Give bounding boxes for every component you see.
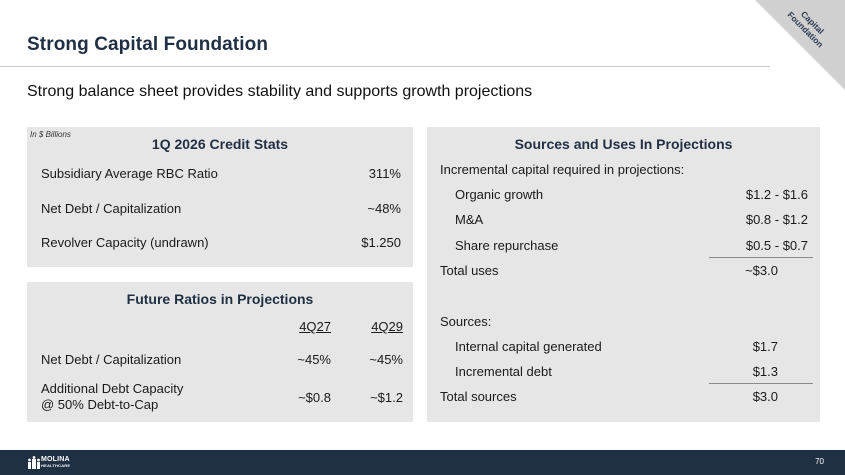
credit-stats-panel: In $ Billions 1Q 2026 Credit Stats Subsi…: [27, 127, 413, 267]
row-value: ~$1.2: [370, 390, 403, 405]
column-header: 4Q29: [371, 319, 403, 334]
row-value: $1.3: [752, 364, 778, 379]
row-label: Revolver Capacity (undrawn): [41, 235, 209, 250]
future-ratios-panel: Future Ratios in Projections 4Q27 4Q29 N…: [27, 282, 413, 422]
logo-icon: [28, 456, 40, 469]
uses-header: Incremental capital required in projecti…: [440, 162, 685, 177]
footer-bar: MOLINA HEALTHCARE 70: [0, 450, 845, 475]
row-value: $3.0: [752, 389, 778, 404]
row-value: ~48%: [367, 201, 401, 216]
column-header: 4Q27: [299, 319, 331, 334]
row-value: $1.7: [752, 339, 778, 354]
row-label: Organic growth: [455, 187, 544, 202]
total-divider: [709, 383, 813, 384]
total-divider: [709, 257, 813, 258]
row-label: @ 50% Debt-to-Cap: [41, 397, 159, 412]
sources-header: Sources:: [440, 314, 492, 329]
page-number: 70: [815, 457, 824, 466]
sources-uses-title: Sources and Uses In Projections: [514, 136, 733, 152]
table-row: Additional Debt Capacity @ 50% Debt-to-C…: [27, 381, 413, 415]
row-label: Additional Debt Capacity: [41, 381, 184, 396]
row-value: $0.8 - $1.2: [745, 212, 808, 227]
credit-stats-title: 1Q 2026 Credit Stats: [151, 136, 289, 152]
row-label: Share repurchase: [455, 238, 559, 253]
row-label: Net Debt / Capitalization: [41, 352, 182, 367]
row-value: ~$0.8: [298, 390, 331, 405]
row-value: ~$3.0: [745, 263, 778, 278]
row-value: 311%: [368, 166, 401, 181]
row-value: $1.2 - $1.6: [745, 187, 808, 202]
sources-uses-panel: Sources and Uses In Projections Incremen…: [427, 127, 820, 422]
logo-wordmark: MOLINA HEALTHCARE: [41, 456, 71, 468]
future-ratios-title: Future Ratios in Projections: [126, 291, 314, 307]
row-label: Net Debt / Capitalization: [41, 201, 182, 216]
row-value: ~45%: [369, 352, 403, 367]
row-label: Total uses: [440, 263, 499, 278]
units-note: In $ Billions: [30, 130, 71, 139]
row-value: $1.250: [361, 235, 401, 250]
page-title: Strong Capital Foundation: [27, 34, 269, 55]
title-divider: [0, 66, 770, 67]
row-label: Total sources: [440, 389, 517, 404]
corner-tab: [755, 0, 845, 90]
row-value: $0.5 - $0.7: [745, 238, 808, 253]
row-label: M&A: [455, 212, 484, 227]
row-label: Internal capital generated: [455, 339, 602, 354]
company-logo: MOLINA HEALTHCARE: [27, 455, 77, 471]
row-label: Incremental debt: [455, 364, 552, 379]
row-value: ~45%: [297, 352, 331, 367]
page-subtitle: Strong balance sheet provides stability …: [27, 83, 533, 100]
row-label: Subsidiary Average RBC Ratio: [41, 166, 218, 181]
